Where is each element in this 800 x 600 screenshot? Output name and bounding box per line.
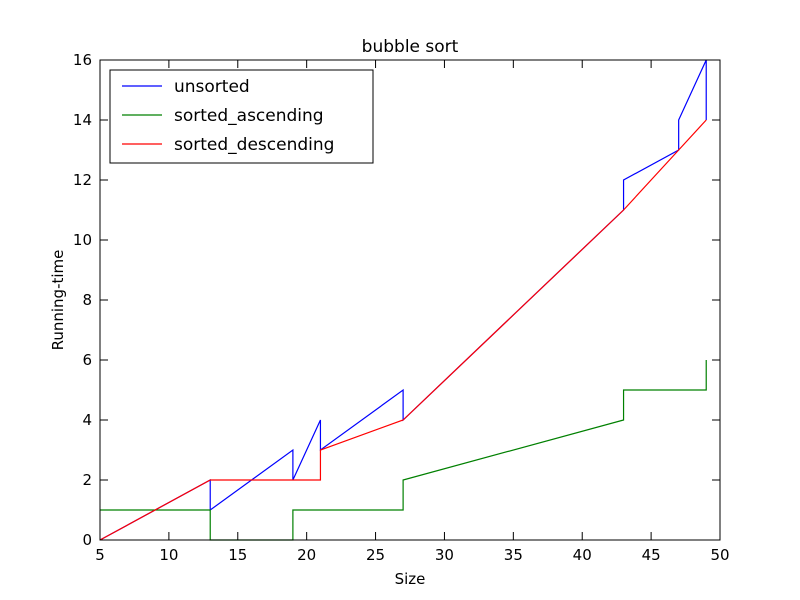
y-tick-label: 8 xyxy=(82,291,92,309)
series-line-sorted-descending xyxy=(99,119,707,541)
y-tick-label: 2 xyxy=(82,471,92,489)
y-tick-label: 14 xyxy=(73,111,92,129)
y-axis-label: Running-time xyxy=(49,250,67,351)
y-tick-label: 12 xyxy=(73,171,92,189)
series-line-sorted-ascending xyxy=(100,360,707,541)
legend: unsorted sorted_ascending sorted_descendin… xyxy=(109,69,374,164)
x-tick-label: 40 xyxy=(573,546,592,564)
x-tick-label: 30 xyxy=(435,546,454,564)
y-tick-label: 16 xyxy=(73,51,92,69)
series-line-unsorted xyxy=(99,59,707,541)
chart-title: bubble sort xyxy=(362,37,459,57)
x-tick-label: 45 xyxy=(642,546,661,564)
y-tick-label: 6 xyxy=(82,351,92,369)
legend-label-sorted-descending: sorted_descending xyxy=(174,135,334,155)
x-tick-label: 5 xyxy=(95,546,105,564)
ticks-layer: 5 10 15 20 25 30 35 40 45 50 0 2 4 6 8 10 12 14 16 xyxy=(73,51,730,564)
x-tick-label: 10 xyxy=(159,546,178,564)
x-tick-label: 35 xyxy=(504,546,523,564)
y-tick-label: 4 xyxy=(82,411,92,429)
x-tick-label: 20 xyxy=(297,546,316,564)
y-tick-label: 10 xyxy=(73,231,92,249)
series-layer xyxy=(99,59,707,541)
legend-label-sorted-ascending: sorted_ascending xyxy=(174,106,324,126)
x-tick-label: 15 xyxy=(228,546,247,564)
y-tick-label: 0 xyxy=(82,531,92,549)
x-tick-label: 25 xyxy=(366,546,385,564)
legend-label-unsorted: unsorted xyxy=(174,77,250,97)
x-axis-label: Size xyxy=(395,570,426,588)
x-tick-label: 50 xyxy=(710,546,729,564)
